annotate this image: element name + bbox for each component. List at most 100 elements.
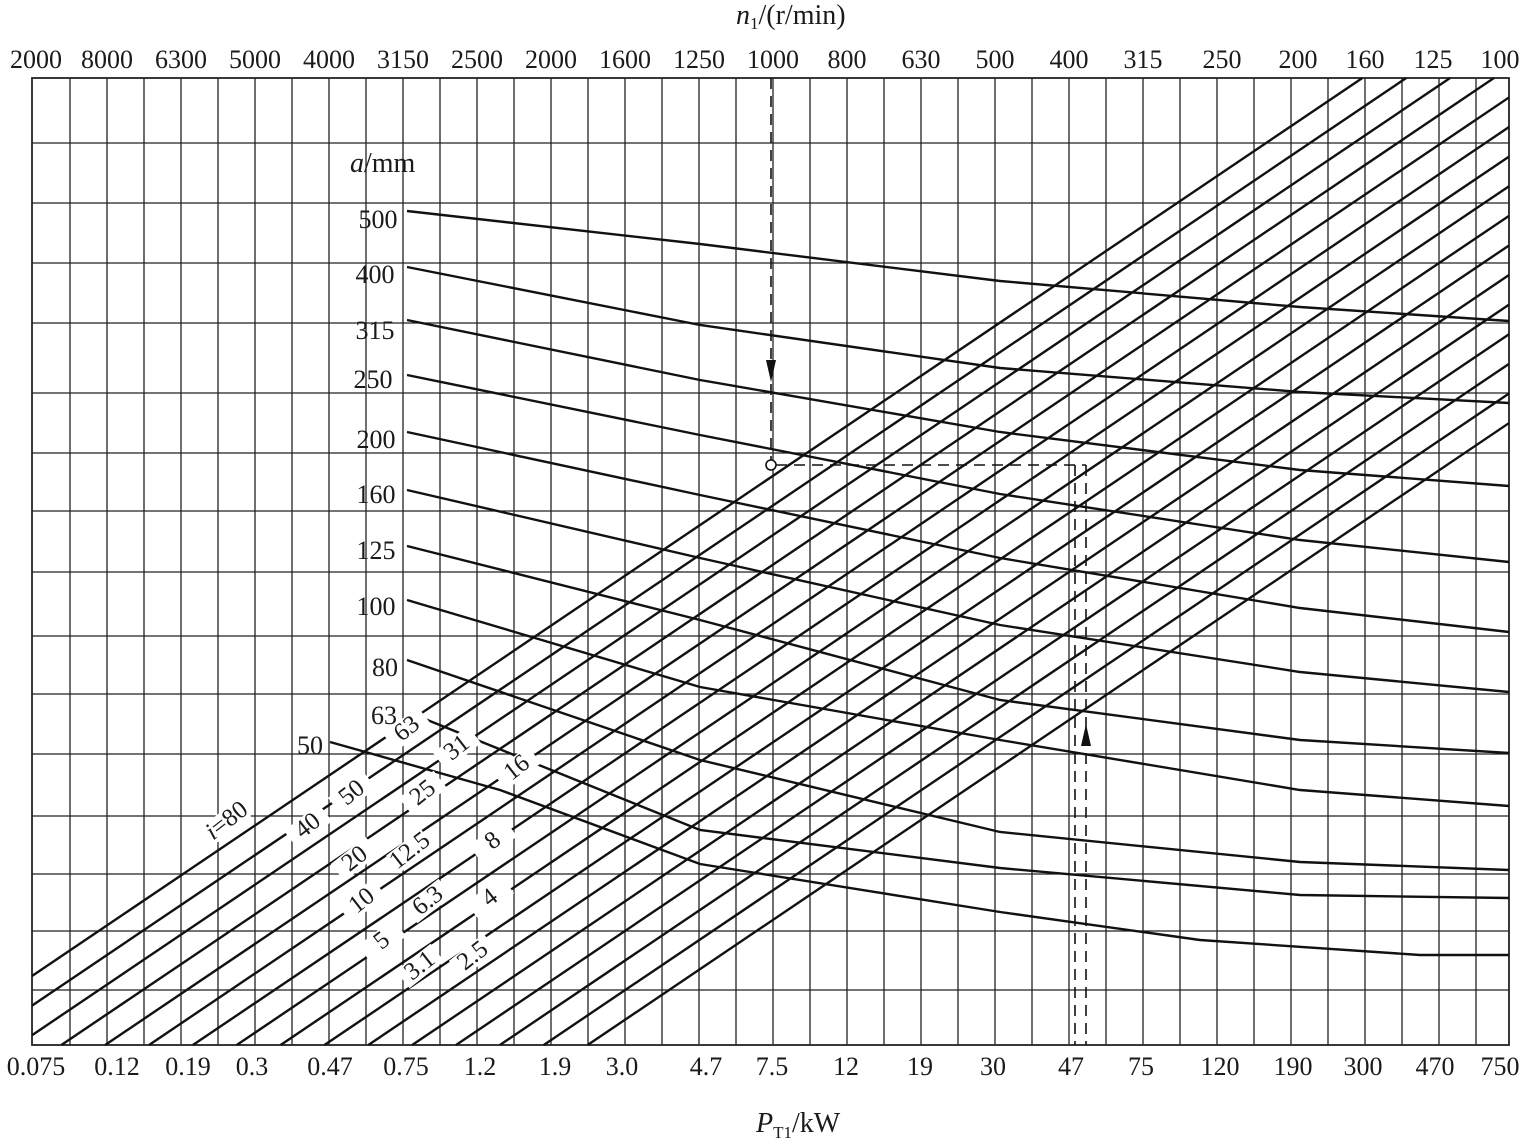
distance-curve-50 [329, 740, 1509, 957]
bottom-tick-label: 120 [1201, 1052, 1240, 1081]
bottom-tick-label: 0.19 [165, 1052, 211, 1081]
distance-curve-125 [406, 544, 1510, 755]
inner-tick-label: 80 [372, 653, 398, 682]
inner-axis-title: a/mm [350, 148, 416, 179]
inner-tick-label: 63 [371, 701, 397, 730]
ratio-line-10 [323, 244, 1510, 1046]
top-tick-label: 630 [902, 45, 941, 74]
bottom-tick-label: 750 [1481, 1052, 1520, 1081]
label-mask [382, 706, 432, 752]
top-tick-label: 1600 [599, 45, 651, 74]
ratio-line-8 [367, 274, 1510, 1046]
bottom-tick-label: 12 [833, 1052, 859, 1081]
bottom-tick-label: 1.9 [539, 1052, 572, 1081]
bottom-tick-label: 19 [907, 1052, 933, 1081]
inner-tick-label: 250 [354, 365, 393, 394]
bottom-tick-label: 1.2 [464, 1052, 497, 1081]
ratio-line-31 [104, 96, 1510, 1046]
label-mask [337, 878, 387, 924]
top-tick-label: 1250 [673, 45, 725, 74]
top-tick-label: 500 [976, 45, 1015, 74]
guide-arrow-down [766, 360, 776, 382]
bottom-tick-label: 300 [1344, 1052, 1383, 1081]
inner-tick-label: 160 [357, 480, 396, 509]
ratio-line-80 [31, 77, 1364, 977]
top-tick-label: 8000 [81, 45, 133, 74]
top-tick-label: 2000 [10, 45, 62, 74]
top-tick-label: 800 [828, 45, 867, 74]
ratio-line-3.1 [543, 392, 1510, 1046]
top-tick-label: 100 [1481, 45, 1520, 74]
label-mask [468, 818, 518, 864]
label-mask [395, 943, 445, 989]
label-mask [357, 918, 407, 964]
top-tick-label: 315 [1124, 45, 1163, 74]
label-mask [385, 828, 435, 874]
distance-curve-400 [406, 265, 1510, 405]
top-tick-label: 3150 [377, 45, 429, 74]
label-mask [283, 803, 333, 849]
label-mask [330, 836, 380, 882]
ratio-line-16 [236, 185, 1510, 1046]
bottom-tick-label: 470 [1416, 1052, 1455, 1081]
distance-curve-80 [406, 658, 1510, 872]
ratio-label: 12.5 [384, 827, 435, 875]
label-mask [492, 745, 542, 791]
ratio-label: i=80 [200, 796, 253, 846]
bottom-tick-label: 4.7 [690, 1052, 723, 1081]
label-mask [327, 770, 377, 816]
guide-intersection-marker [765, 459, 777, 471]
top-tick-label: 6300 [155, 45, 207, 74]
label-mask [432, 725, 482, 771]
ratio-line-6.3 [411, 303, 1510, 1046]
inner-tick-label: 100 [357, 592, 396, 621]
top-tick-label: 160 [1346, 45, 1385, 74]
bottom-tick-label: 190 [1274, 1052, 1313, 1081]
inner-tick-label: 500 [359, 205, 398, 234]
ratio-line-12.5 [279, 214, 1510, 1046]
ratio-line-63 [31, 77, 1407, 1007]
top-tick-label: 2000 [525, 45, 577, 74]
ratio-line-4 [499, 362, 1510, 1046]
distance-curve-100 [406, 598, 1510, 808]
distance-curve-160 [406, 488, 1510, 694]
ratio-line-40 [60, 77, 1495, 1046]
bottom-tick-label: 3.0 [606, 1052, 639, 1081]
ratio-line-20 [192, 155, 1510, 1046]
top-tick-label: 5000 [229, 45, 281, 74]
inner-tick-label: 50 [297, 731, 323, 760]
top-tick-label: 250 [1203, 45, 1242, 74]
bottom-axis-title: PT1/kW [755, 1108, 841, 1141]
label-mask [202, 798, 252, 844]
bottom-tick-label: 75 [1128, 1052, 1154, 1081]
inner-tick-label: 125 [357, 536, 396, 565]
label-mask [448, 933, 498, 979]
distance-curve-315 [406, 318, 1510, 488]
top-tick-label: 1000 [747, 45, 799, 74]
label-mask [465, 875, 515, 921]
inner-tick-label: 200 [357, 425, 396, 454]
bottom-tick-label: 7.5 [756, 1052, 789, 1081]
bottom-tick-label: 0.075 [7, 1052, 66, 1081]
distance-curve-63 [409, 711, 1510, 900]
top-tick-label: 125 [1414, 45, 1453, 74]
bottom-tick-label: 0.47 [307, 1052, 353, 1081]
top-tick-label: 400 [1050, 45, 1089, 74]
center-distance-curves [329, 209, 1510, 957]
distance-curve-200 [406, 430, 1510, 634]
label-mask [398, 770, 448, 816]
example-guide-lines [765, 78, 1091, 1045]
bottom-tick-label: 47 [1058, 1052, 1084, 1081]
top-tick-label: 4000 [303, 45, 355, 74]
top-tick-label: 2500 [451, 45, 503, 74]
bottom-tick-label: 0.3 [236, 1052, 269, 1081]
top-tick-label: 200 [1279, 45, 1318, 74]
bottom-tick-label: 30 [980, 1052, 1006, 1081]
bottom-tick-label: 0.75 [383, 1052, 429, 1081]
inner-tick-label: 315 [356, 316, 395, 345]
ratio-line-2.5 [586, 422, 1510, 1046]
distance-curve-500 [406, 209, 1510, 323]
distance-curve-250 [406, 373, 1510, 564]
inner-tick-label: 400 [356, 260, 395, 289]
